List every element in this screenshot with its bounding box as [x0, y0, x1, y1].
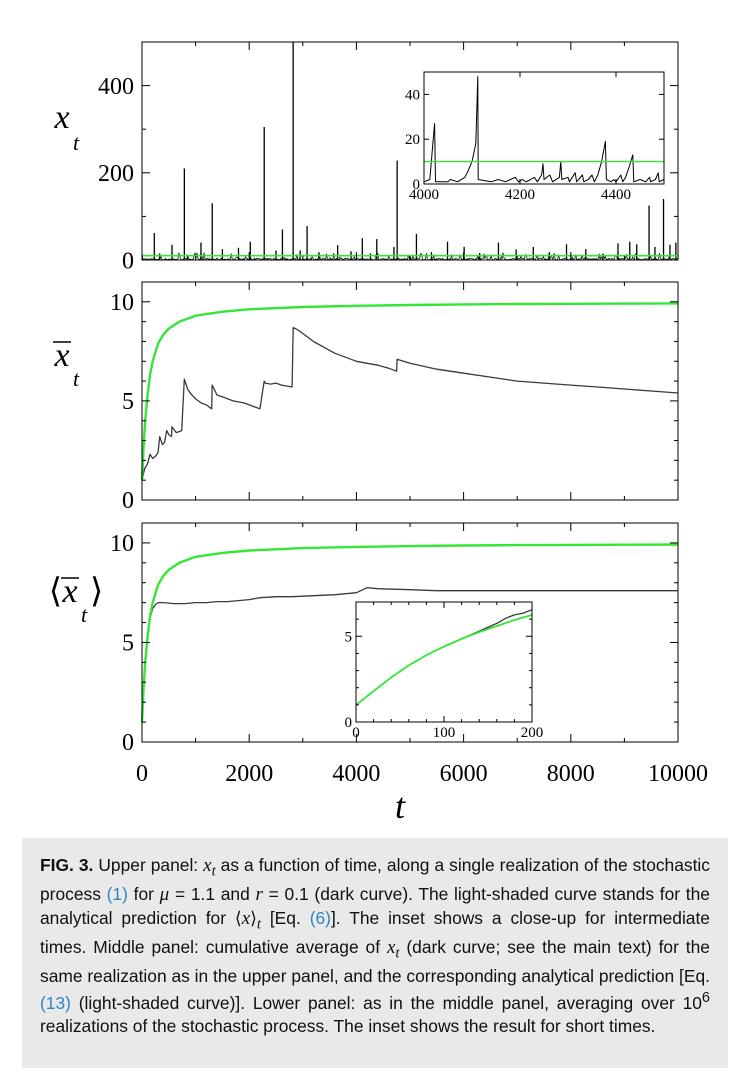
lower-x-tick-label: 10000 — [648, 761, 708, 787]
lower-series-dark — [141, 587, 678, 723]
lower-ylabel-sub: t — [81, 602, 88, 627]
middle-series-dark — [141, 326, 679, 481]
caption-text: Upper panel: — [93, 855, 204, 875]
lower-inset-bg — [356, 602, 532, 722]
lower-y-tick-label: 0 — [122, 730, 134, 756]
caption-equation-ref: (13) — [40, 993, 71, 1014]
upper-inset-xtick-label: 4400 — [601, 187, 631, 203]
lower-series-light — [140, 543, 679, 723]
caption-text: realizations of the stochastic process. … — [40, 1015, 656, 1036]
upper-inset-frame — [423, 71, 665, 185]
upper-ylabel-x: x — [53, 99, 69, 136]
caption-text: t — [211, 863, 216, 880]
upper-inset-ytick-label: 40 — [405, 87, 420, 103]
caption-text: t — [256, 916, 261, 933]
middle-ylabel-sub: t — [73, 366, 80, 391]
caption-text: (dark curve; see the main text) for the … — [40, 936, 710, 986]
lower-x-tick-label: 4000 — [332, 761, 380, 787]
lower-inset-series-light — [355, 614, 533, 706]
caption-text: as a function of time, along a single re… — [40, 855, 710, 905]
lower-inset-ytick-label: 5 — [345, 629, 353, 645]
upper-y-tick-label: 200 — [98, 161, 134, 187]
caption-equation-ref: (1) — [106, 884, 128, 905]
middle-ylabel-x: x — [53, 337, 69, 374]
caption-equation-ref: (6) — [309, 907, 331, 928]
caption-text: x — [386, 936, 396, 958]
middle-series-light — [140, 302, 679, 481]
lower-x-tick-label: 2000 — [225, 761, 273, 787]
upper-ylabel-sub: t — [73, 130, 80, 155]
middle-frame — [141, 281, 679, 501]
caption-label: FIG. 3. — [40, 855, 94, 875]
caption-text: [Eq. — [260, 907, 310, 928]
caption-text: ⟩ — [250, 907, 257, 928]
middle-y-tick-label: 0 — [122, 488, 134, 514]
middle-y-tick-label: 5 — [122, 389, 134, 415]
lower-ylabel-x: x — [61, 573, 77, 610]
upper-y-tick-label: 400 — [98, 74, 134, 100]
upper-inset-ytick-label: 20 — [405, 132, 420, 148]
middle-panel: 0 5 10 xt — [53, 281, 679, 514]
lower-y-tick-label: 10 — [110, 531, 134, 557]
lower-x-tick-label: 6000 — [440, 761, 488, 787]
upper-panel: 0 200 400 xt 4000 4200 4400 0 20 40 — [53, 41, 679, 274]
lower-x-tick-label: 0 — [136, 761, 148, 787]
caption-text: μ — [159, 884, 170, 906]
caption-text: (light-shaded curve)]. Lower panel: as i… — [70, 993, 702, 1014]
lower-ylabel-close: ⟩ — [90, 573, 103, 610]
upper-y-tick-label: 0 — [122, 248, 134, 274]
caption-text: x — [241, 907, 251, 929]
caption-text: r — [255, 884, 263, 906]
caption-text: = 0.1 (dark curve). The light-shaded cur… — [40, 884, 710, 928]
lower-inset-ytick-label: 0 — [345, 715, 353, 731]
middle-y-tick-label: 10 — [110, 290, 134, 316]
caption-text: ]. The inset shows a close-up for interm… — [40, 907, 710, 957]
upper-inset-ytick-label: 0 — [413, 177, 421, 193]
figure-caption: FIG. 3. Upper panel: xt as a function of… — [22, 838, 728, 1068]
caption-text: for — [127, 884, 160, 905]
caption-text: x — [203, 855, 212, 876]
caption-text: 6 — [701, 990, 710, 1007]
upper-inset-xtick-label: 4200 — [505, 187, 535, 203]
lower-x-tick-label: 8000 — [547, 761, 595, 787]
lower-y-tick-label: 5 — [122, 630, 134, 656]
lower-inset-xtick-label: 100 — [433, 725, 456, 741]
upper-inset-xtick-label: 4000 — [409, 187, 439, 203]
lower-inset-xtick-label: 200 — [521, 725, 544, 741]
caption-text: t — [395, 945, 400, 962]
lower-ylabel-open: ⟨ — [49, 573, 62, 610]
lower-inset-xtick-label: 0 — [352, 725, 360, 741]
caption-text: = 1.1 and — [169, 884, 256, 905]
x-axis-label: t — [395, 786, 406, 826]
upper-noise-baseline — [141, 251, 678, 261]
upper-inset-bg — [424, 72, 664, 184]
